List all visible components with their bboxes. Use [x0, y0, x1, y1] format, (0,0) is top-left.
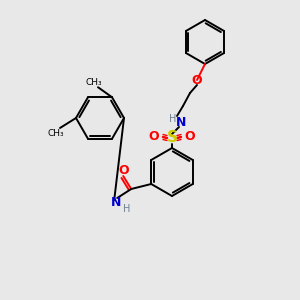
Text: CH₃: CH₃	[86, 78, 102, 87]
Text: O: O	[192, 74, 202, 86]
Text: H: H	[169, 114, 177, 124]
Text: O: O	[149, 130, 159, 143]
Text: O: O	[118, 164, 128, 176]
Text: N: N	[111, 196, 122, 208]
Text: S: S	[167, 130, 178, 146]
Text: H: H	[122, 204, 130, 214]
Text: N: N	[176, 116, 186, 130]
Text: O: O	[185, 130, 195, 143]
Text: CH₃: CH₃	[48, 128, 64, 137]
